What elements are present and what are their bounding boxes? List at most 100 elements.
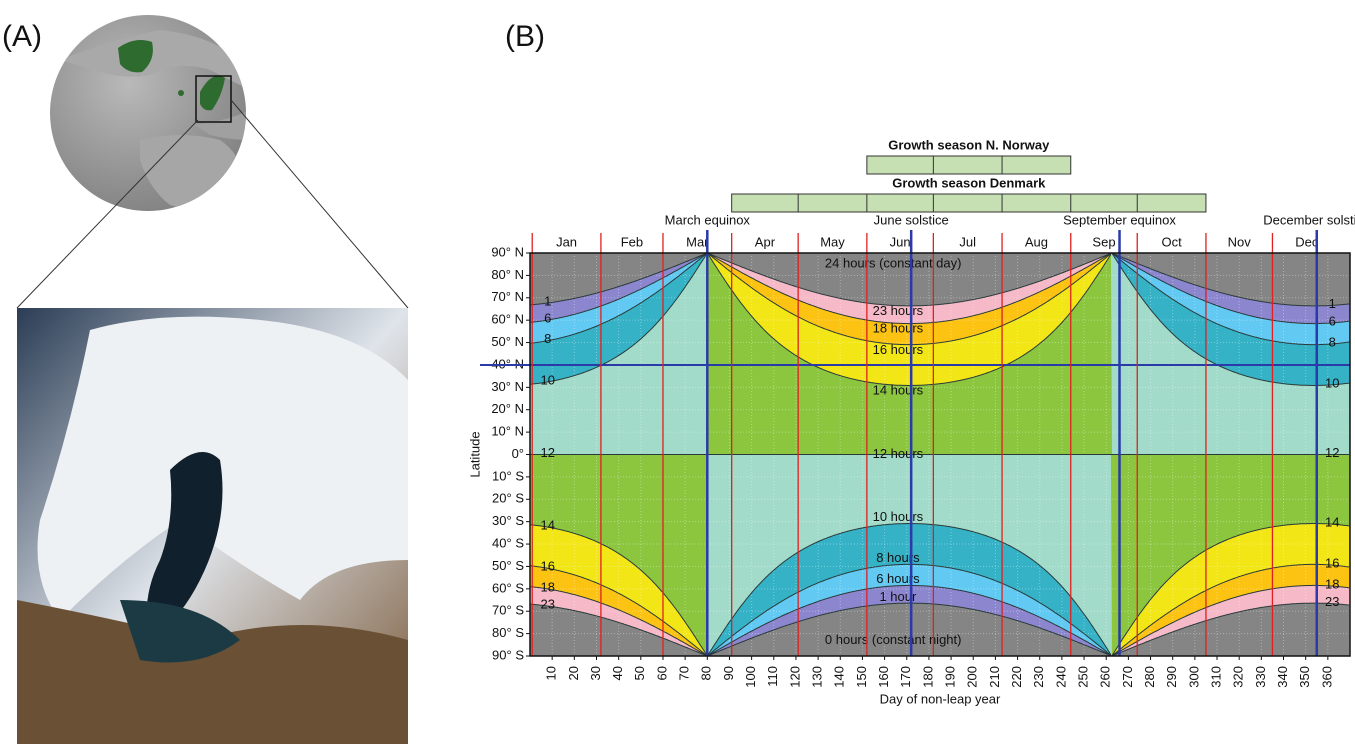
y-tick-label: 10° S	[492, 468, 524, 483]
y-tick-label: 40° S	[492, 535, 524, 550]
contour-label-center: 8 hours	[876, 550, 920, 565]
x-tick-label: 210	[987, 666, 1002, 688]
constant-night-label: 0 hours (constant night)	[825, 632, 962, 647]
contour-label-right: 6	[1329, 313, 1336, 328]
contour-label-center: 12 hours	[873, 446, 924, 461]
x-tick-label: 240	[1053, 666, 1068, 688]
x-tick-label: 200	[965, 666, 980, 688]
x-tick-label: 230	[1031, 666, 1046, 688]
month-label: Nov	[1228, 234, 1252, 249]
x-tick-label: 310	[1208, 666, 1223, 688]
contour-label-left: 18	[540, 579, 554, 594]
daylength-contour	[530, 253, 1350, 656]
contour-label-right: 14	[1325, 515, 1339, 530]
x-tick-label: 50	[632, 666, 647, 680]
x-tick-label: 180	[920, 666, 935, 688]
contour-label-left: 8	[544, 331, 551, 346]
x-tick-label: 60	[654, 666, 669, 680]
x-tick-label: 290	[1164, 666, 1179, 688]
x-tick-label: 40	[610, 666, 625, 680]
contour-label-left: 6	[544, 310, 551, 325]
daylength-contour	[530, 252, 1350, 657]
contour-label-left: 10	[540, 372, 554, 387]
month-label: Aug	[1025, 234, 1048, 249]
contour-label-left: 12	[540, 445, 554, 460]
month-label: Mar	[686, 234, 709, 249]
plot-frame	[529, 252, 1351, 657]
contour-label-right: 8	[1329, 334, 1336, 349]
y-tick-label: 30° S	[492, 513, 524, 528]
contour-label-right: 23	[1325, 594, 1339, 609]
contour-label-center: 23 hours	[873, 303, 924, 318]
contour-label-left: 23	[540, 596, 554, 611]
contour-label-left: 16	[540, 559, 554, 574]
y-tick-label: 90° N	[491, 244, 524, 259]
month-label: Feb	[621, 234, 643, 249]
y-tick-label: 80° S	[492, 625, 524, 640]
y-tick-label: 20° S	[492, 491, 524, 506]
satellite-image	[17, 308, 408, 744]
contour-label-right: 18	[1325, 577, 1339, 592]
season-title: Growth season N. Norway	[888, 137, 1050, 152]
x-tick-label: 110	[765, 666, 780, 687]
plot-area	[530, 252, 1350, 657]
event-label: December solstice	[1263, 212, 1355, 227]
event-label: September equinox	[1063, 212, 1176, 227]
daylength-contour	[530, 252, 1350, 657]
contour-label-center: 18 hours	[873, 321, 924, 336]
x-tick-label: 270	[1120, 666, 1135, 688]
month-label: May	[820, 234, 845, 249]
contour-label-center: 16 hours	[873, 342, 924, 357]
x-tick-label: 130	[810, 666, 825, 688]
x-tick-label: 20	[566, 666, 581, 680]
x-tick-label: 360	[1319, 666, 1334, 688]
y-tick-label: 30° N	[491, 379, 524, 394]
x-tick-label: 250	[1075, 666, 1090, 688]
y-axis-label: Latitude	[467, 431, 482, 477]
x-tick-label: 220	[1009, 666, 1024, 688]
month-label: Oct	[1161, 234, 1182, 249]
contour-label-right: 16	[1325, 556, 1339, 571]
x-tick-label: 120	[787, 666, 802, 688]
event-label: June solstice	[874, 212, 949, 227]
panel-label: (B)	[505, 20, 545, 53]
x-tick-label: 320	[1231, 666, 1246, 688]
y-tick-label: 70° N	[491, 289, 524, 304]
month-label: Jan	[556, 234, 577, 249]
contour-label-center: 14 hours	[873, 383, 924, 398]
contour-label-right: 1	[1329, 296, 1336, 311]
contour-label-right: 12	[1325, 445, 1339, 460]
x-tick-label: 140	[832, 666, 847, 688]
x-tick-label: 150	[854, 666, 869, 688]
y-tick-label: 60° N	[491, 312, 524, 327]
daylength-contour	[530, 252, 1350, 657]
x-tick-label: 90	[721, 666, 736, 680]
x-tick-label: 160	[876, 666, 891, 688]
x-tick-label: 170	[898, 666, 913, 688]
panel-label: (A)	[2, 20, 42, 53]
season-bar	[866, 155, 1072, 175]
x-tick-label: 330	[1253, 666, 1268, 688]
y-tick-label: 70° S	[492, 603, 524, 618]
contour-label-center: 6 hours	[876, 571, 920, 586]
daylength-contour	[530, 252, 1350, 657]
contour-label-left: 1	[544, 293, 551, 308]
y-tick-label: 60° S	[492, 580, 524, 595]
x-tick-label: 260	[1098, 666, 1113, 688]
event-label: March equinox	[665, 212, 751, 227]
daylength-contour	[530, 253, 1350, 656]
season-bar	[731, 193, 1207, 213]
y-tick-label: 40° N	[491, 356, 524, 371]
constant-day-label: 24 hours (constant day)	[825, 256, 962, 271]
x-tick-label: 100	[743, 666, 758, 688]
x-tick-label: 300	[1186, 666, 1201, 688]
x-tick-label: 350	[1297, 666, 1312, 688]
contour-label-center: 10 hours	[873, 509, 924, 524]
x-axis-label: Day of non-leap year	[880, 691, 1001, 706]
x-tick-label: 70	[677, 666, 692, 680]
contour-label-right: 10	[1325, 375, 1339, 390]
month-label: Dec	[1295, 234, 1319, 249]
month-label: Jun	[890, 234, 911, 249]
daylength-contour	[530, 252, 1350, 657]
